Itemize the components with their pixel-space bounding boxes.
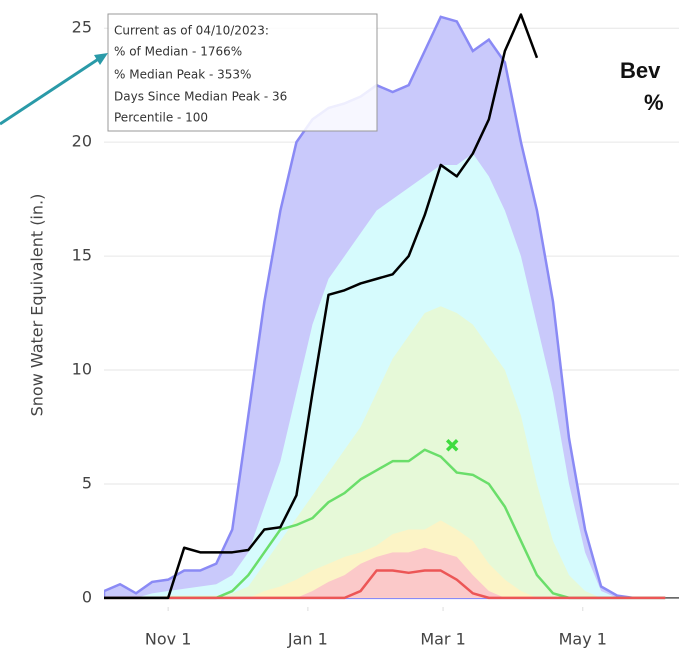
annotation-line: Current as of 04/10/2023: — [114, 24, 269, 38]
arrow-head — [94, 53, 108, 65]
x-tick-label: Mar 1 — [420, 630, 465, 649]
annotation-line: % of Median - 1766% — [114, 45, 242, 59]
y-tick-label: 10 — [72, 360, 92, 379]
title-fragment: Bev — [620, 58, 661, 83]
series-line — [104, 569, 666, 600]
annotation-box — [107, 13, 378, 132]
plot-area — [104, 13, 666, 600]
annotation-line: % Median Peak - 353% — [114, 68, 251, 82]
y-tick-label: 20 — [72, 132, 92, 151]
annotation-line: Days Since Median Peak - 36 — [114, 90, 287, 104]
y-tick-label: 5 — [82, 473, 92, 492]
title-fragment: % — [644, 90, 664, 115]
median-peak-marker — [445, 438, 459, 452]
y-tick-label: 0 — [82, 587, 92, 606]
y-tick-label: 15 — [72, 246, 92, 265]
x-tick-label: Jan 1 — [287, 630, 328, 649]
x-tick-label: Nov 1 — [145, 630, 192, 649]
annotation: Current as of 04/10/2023: % of Median - 1… — [114, 24, 287, 125]
band-area — [104, 547, 666, 598]
y-axis-label: Snow Water Equivalent (in.) — [28, 194, 47, 417]
band-area — [104, 306, 666, 598]
series-line — [104, 13, 539, 600]
arrow — [0, 56, 101, 126]
annotation-line: Percentile - 100 — [114, 111, 208, 125]
y-tick-label: 25 — [72, 18, 92, 37]
x-tick-label: May 1 — [559, 630, 607, 649]
